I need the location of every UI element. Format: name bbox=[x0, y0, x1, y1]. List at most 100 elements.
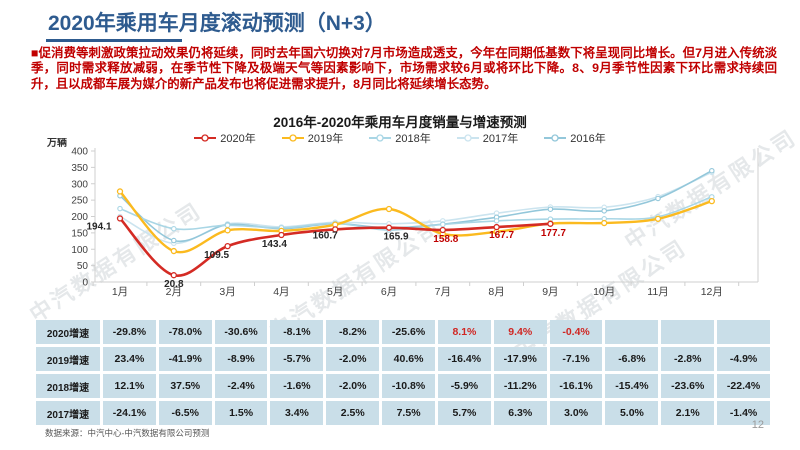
table-cell: 40.6% bbox=[382, 347, 435, 371]
table-cell bbox=[605, 320, 659, 344]
data-point-marker bbox=[224, 242, 231, 250]
y-axis-unit-label: 万辆 bbox=[46, 138, 67, 149]
summary-body: 促消费等刺激政策拉动效果仍将延续，同时去年国六切换对7月市场造成透支，今年在同期… bbox=[31, 46, 778, 91]
summary-text: ■促消费等刺激政策拉动效果仍将延续，同时去年国六切换对7月市场造成透支，今年在同… bbox=[31, 46, 777, 92]
data-point-label: 160.7 bbox=[313, 230, 338, 241]
data-point-marker bbox=[116, 188, 124, 195]
legend-item: 2018年 bbox=[369, 130, 431, 146]
table-cell: -1.4% bbox=[717, 401, 770, 425]
chart-title: 2016年-2020年乘用车月度销量与增速预测 bbox=[273, 115, 527, 130]
y-axis-tick-label: 0 bbox=[82, 278, 88, 289]
table-cell: 5.7% bbox=[437, 401, 491, 425]
y-axis-tick-label: 50 bbox=[77, 261, 89, 272]
legend-item: 2016年 bbox=[544, 130, 606, 146]
data-point-marker bbox=[493, 223, 500, 231]
data-point-label: 143.4 bbox=[262, 239, 287, 250]
table-cell: -4.9% bbox=[717, 347, 770, 371]
table-cell: -78.0% bbox=[158, 320, 212, 344]
table-cell: -11.2% bbox=[493, 374, 547, 398]
y-axis-tick-label: 250 bbox=[71, 196, 88, 207]
y-axis-tick-label: 300 bbox=[71, 179, 88, 190]
table-cell: -41.9% bbox=[158, 347, 212, 371]
data-point-marker bbox=[709, 167, 715, 174]
data-point-marker bbox=[601, 219, 608, 227]
table-cell: -6.5% bbox=[158, 401, 212, 425]
table-cell: 3.0% bbox=[549, 401, 603, 425]
table-cell: -0.4% bbox=[549, 320, 603, 344]
x-axis-month-label: 3月 bbox=[219, 286, 235, 298]
table-row-label: 2020增速 bbox=[36, 320, 100, 344]
x-axis-month-label: 5月 bbox=[327, 286, 343, 298]
x-axis-month-label: 10月 bbox=[593, 286, 615, 298]
table-cell: 9.4% bbox=[493, 320, 547, 344]
page-title: 2020年乘用车月度滚动预测（N+3） bbox=[48, 12, 386, 35]
table-cell: -24.1% bbox=[103, 401, 156, 425]
y-axis-tick-label: 100 bbox=[71, 245, 88, 256]
data-point-label: 109.5 bbox=[204, 250, 229, 261]
legend-item: 2020年 bbox=[194, 130, 256, 146]
x-axis-month-label: 11月 bbox=[647, 286, 668, 298]
series-line-2020年 bbox=[118, 217, 552, 277]
table-cell bbox=[717, 320, 770, 344]
y-axis-tick-label: 200 bbox=[71, 212, 88, 223]
data-point-marker bbox=[385, 205, 393, 213]
y-axis-tick-label: 400 bbox=[71, 147, 88, 158]
chart-legend: 2020年 2019年 2018年 2017年 2016年 bbox=[0, 130, 800, 146]
x-axis-month-label: 7月 bbox=[435, 286, 451, 298]
table-cell: -2.0% bbox=[326, 374, 380, 398]
table-cell: 8.1% bbox=[437, 320, 491, 344]
table-cell: -7.1% bbox=[549, 347, 603, 371]
data-point-marker bbox=[439, 226, 446, 234]
data-point-label: 20.8 bbox=[164, 279, 184, 290]
data-point-marker bbox=[654, 215, 662, 222]
y-axis-tick-label: 350 bbox=[71, 163, 88, 174]
x-axis-month-label: 9月 bbox=[542, 286, 558, 298]
table-cell: 2.5% bbox=[326, 401, 380, 425]
legend-line-marker-icon bbox=[544, 134, 567, 142]
table-cell: 1.5% bbox=[214, 401, 268, 425]
table-cell: -2.8% bbox=[661, 347, 715, 371]
data-point-marker bbox=[708, 197, 715, 205]
x-axis-month-label: 2月 bbox=[166, 286, 182, 298]
legend-label: 2017年 bbox=[482, 133, 519, 145]
table-cell: -2.0% bbox=[326, 347, 380, 371]
legend-label: 2020年 bbox=[220, 133, 256, 145]
data-point-label: 165.9 bbox=[383, 232, 408, 243]
table-cell: -15.4% bbox=[605, 374, 659, 398]
table-cell: 5.0% bbox=[605, 401, 659, 425]
data-point-marker bbox=[601, 208, 607, 214]
data-point-marker bbox=[224, 227, 231, 234]
data-point-marker bbox=[170, 247, 177, 255]
table-cell: 2.1% bbox=[661, 401, 715, 425]
table-cell: -30.6% bbox=[214, 320, 268, 344]
table-cell: -29.8% bbox=[103, 320, 156, 344]
data-point-marker bbox=[547, 206, 554, 212]
x-axis-month-label: 8月 bbox=[488, 286, 504, 298]
data-point-marker bbox=[170, 272, 177, 279]
title-underline bbox=[46, 39, 182, 42]
sales-line-chart: 0 50 100 150 200 250 300 350 400 万辆 1月 2月 3月 4月 5月 6月 7月… bbox=[46, 138, 759, 298]
data-source: 数据来源：中汽中心-中汽数据有限公司预测 bbox=[45, 428, 210, 438]
data-point-marker bbox=[493, 218, 500, 224]
table-cell: -8.9% bbox=[214, 347, 268, 371]
table-cell: 12.1% bbox=[103, 374, 156, 398]
table-cell: -16.4% bbox=[437, 347, 491, 371]
data-point-marker bbox=[116, 215, 124, 222]
table-cell: -25.6% bbox=[382, 320, 435, 344]
data-point-label: 158.8 bbox=[433, 234, 458, 245]
bullet-square-icon: ■ bbox=[31, 46, 39, 60]
table-cell: -5.7% bbox=[270, 347, 324, 371]
table-cell: -10.8% bbox=[382, 374, 435, 398]
data-point-label: 177.7 bbox=[541, 228, 566, 239]
series-line-2016年 bbox=[119, 169, 713, 243]
table-cell: -6.8% bbox=[605, 347, 659, 371]
x-axis-month-label: 12月 bbox=[701, 286, 723, 298]
legend-label: 2016年 bbox=[570, 133, 606, 145]
table-cell: -2.4% bbox=[214, 374, 268, 398]
y-axis-tick-label: 150 bbox=[71, 228, 88, 239]
data-point-marker bbox=[385, 224, 393, 231]
data-point-marker bbox=[655, 195, 661, 202]
legend-label: 2019年 bbox=[307, 133, 344, 145]
data-point-marker bbox=[224, 222, 231, 229]
